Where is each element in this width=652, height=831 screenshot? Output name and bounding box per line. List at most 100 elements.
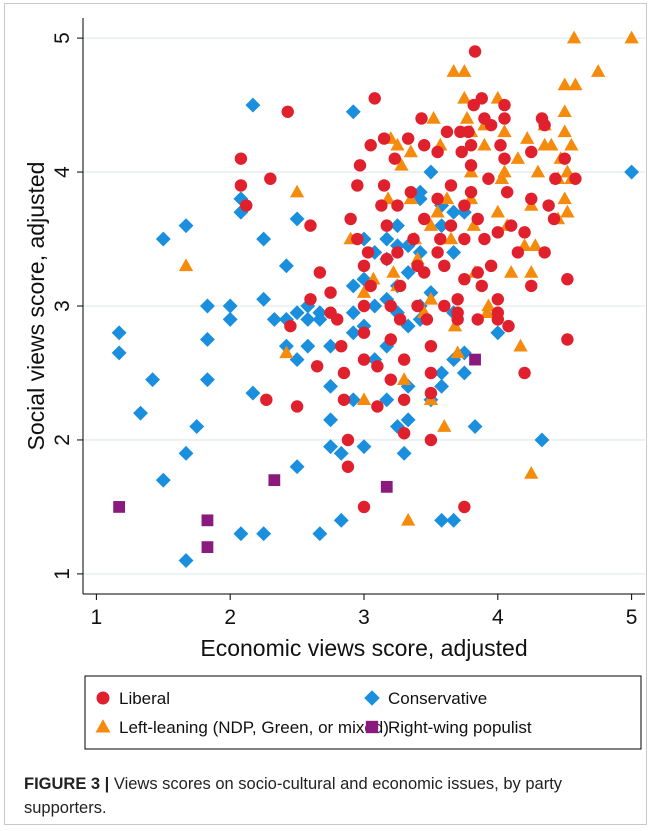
data-point [345, 104, 361, 120]
data-point [256, 291, 272, 307]
data-point [256, 231, 272, 247]
data-point [446, 512, 462, 528]
scatter-plot: 1 2 3 4 5 1 2 3 4 5 Economic views score, adjust… [23, 18, 645, 750]
data-point [446, 204, 462, 220]
data-point [404, 185, 418, 199]
legend-box [84, 675, 642, 750]
data-point [471, 313, 484, 326]
data-point [423, 164, 439, 180]
data-point [411, 299, 424, 313]
data-point [111, 345, 127, 361]
data-point [289, 184, 305, 198]
data-point [178, 553, 194, 568]
data-point [431, 246, 444, 259]
data-point [451, 293, 464, 306]
x-tick-label: 1 [91, 606, 103, 629]
data-point [464, 139, 478, 152]
data-point [240, 199, 253, 212]
legend-label: Conservative [388, 689, 487, 708]
data-point [384, 373, 397, 386]
data-point [201, 541, 214, 554]
data-point [525, 279, 538, 293]
data-point [510, 151, 526, 164]
data-point [524, 466, 539, 479]
data-point [446, 244, 462, 260]
data-point [390, 218, 405, 234]
data-point [245, 385, 261, 401]
data-point [430, 204, 445, 218]
data-point [466, 218, 481, 231]
data-point [481, 298, 496, 312]
data-point [391, 199, 404, 212]
data-point [304, 293, 317, 306]
data-point [557, 77, 572, 91]
data-point [524, 265, 539, 278]
data-point [624, 30, 639, 44]
data-point [401, 512, 416, 526]
data-point [494, 139, 507, 152]
y-tick-label: 1 [51, 568, 74, 580]
data-point [391, 246, 404, 259]
caption-label: FIGURE 3 | [24, 775, 110, 793]
data-point [498, 152, 511, 165]
data-point [313, 266, 327, 279]
data-point [312, 311, 328, 327]
data-point [438, 299, 451, 313]
data-point [361, 246, 375, 259]
data-point [534, 432, 550, 448]
data-point [388, 152, 401, 165]
data-point [560, 164, 575, 178]
data-point [344, 212, 357, 226]
data-point [459, 111, 475, 124]
data-point [400, 412, 416, 428]
x-tick-label: 3 [358, 606, 370, 629]
data-point [222, 298, 238, 314]
data-point [494, 171, 509, 185]
data-point [380, 480, 393, 493]
data-point [337, 393, 351, 406]
data-point [379, 392, 395, 408]
data-point [367, 298, 383, 314]
data-point [491, 313, 505, 326]
y-axis-title: Social views score, adjusted [23, 162, 49, 451]
data-point [396, 445, 412, 461]
data-point [438, 259, 451, 273]
data-point [200, 332, 215, 347]
data-point [451, 306, 464, 319]
data-point [300, 311, 316, 327]
data-point [333, 445, 349, 461]
data-point [377, 132, 391, 145]
data-point [145, 372, 161, 388]
data-point [426, 111, 441, 124]
data-point [557, 104, 572, 118]
data-point [418, 212, 431, 226]
data-point [520, 131, 535, 144]
data-point [475, 279, 488, 293]
data-point [357, 353, 371, 366]
data-point [462, 125, 475, 139]
data-point [557, 191, 572, 205]
data-point [397, 372, 412, 385]
data-point [357, 299, 371, 313]
data-point [393, 313, 407, 326]
data-point [479, 305, 495, 318]
legend-label: Right-wing populist [388, 718, 532, 737]
data-point [560, 204, 575, 218]
data-point [497, 164, 512, 178]
data-point [561, 273, 574, 286]
data-point [357, 326, 371, 339]
data-point [458, 199, 471, 212]
y-axis-ticks: 1 2 3 4 5 [51, 32, 83, 580]
data-point [380, 219, 393, 232]
data-point [368, 92, 381, 105]
data-point [498, 98, 511, 112]
data-point [446, 64, 461, 77]
data-point [289, 352, 305, 368]
data-point [497, 124, 512, 138]
data-point [155, 231, 171, 247]
data-point [542, 199, 555, 212]
series-circle [234, 45, 582, 514]
data-point [434, 218, 450, 234]
data-point [290, 400, 304, 413]
data-point [471, 212, 484, 226]
